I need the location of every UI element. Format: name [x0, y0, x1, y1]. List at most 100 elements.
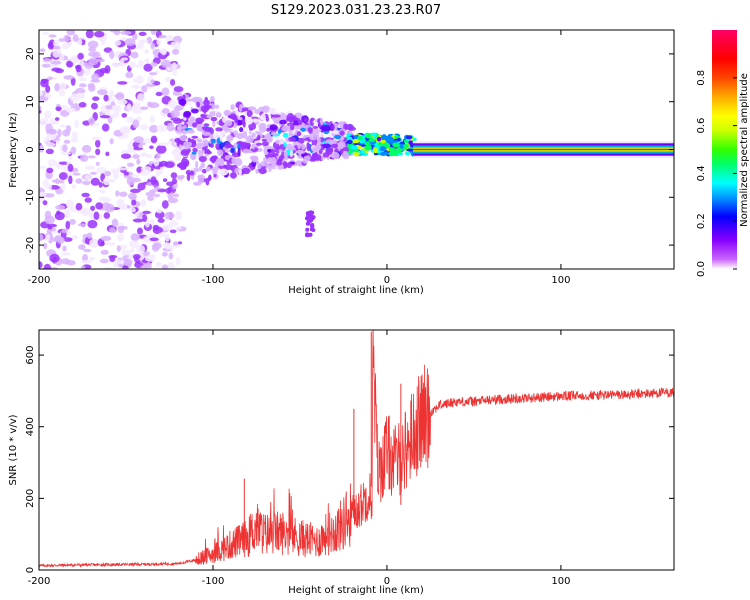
- spectrogram-cell: [84, 165, 96, 170]
- spectrogram-cell: [116, 99, 128, 105]
- spectrogram-cell: [132, 253, 141, 260]
- spectrogram-cell: [157, 188, 167, 193]
- spectrogram-cell: [169, 79, 176, 86]
- spectrogram-cell: [219, 168, 229, 176]
- spectrogram-cell: [92, 96, 100, 101]
- spectrogram-cell: [53, 39, 60, 48]
- spectrogram-cell: [289, 116, 296, 123]
- spectrogram-cell: [87, 155, 96, 159]
- spectrogram-cell: [129, 248, 136, 253]
- spectrogram-cell: [212, 170, 218, 175]
- spectrogram-cell: [193, 96, 203, 103]
- spectrogram-cell: [178, 98, 187, 106]
- spectrogram-cell: [58, 53, 64, 61]
- spectrogram-cell: [175, 156, 181, 161]
- spectrogram-cell: [136, 227, 143, 235]
- spectrogram-cell: [98, 181, 103, 188]
- spectrogram-cell: [119, 191, 128, 197]
- spectrogram-cell: [149, 124, 159, 133]
- spectrogram-cell: [173, 193, 179, 198]
- spectrogram-cell: [87, 40, 99, 49]
- spectrogram-cell: [174, 210, 183, 220]
- spectrogram-cell: [134, 212, 140, 217]
- spectrogram-cell: [84, 174, 91, 180]
- spectrogram-cell: [77, 209, 88, 214]
- chart-title: S129.2023.031.23.23.R07: [271, 3, 441, 18]
- spectrogram-cell: [135, 75, 144, 84]
- spectrogram-cell: [101, 123, 110, 132]
- spectrogram-cell: [47, 76, 53, 81]
- spectrogram-cell: [241, 167, 251, 175]
- spectrogram-cell: [150, 135, 158, 144]
- spectrogram-cell: [296, 149, 305, 154]
- spectrogram-cell: [138, 143, 143, 149]
- spectrogram-cell: [297, 119, 303, 125]
- snr-frame: [38, 329, 675, 571]
- spectrogram-cell: [198, 155, 207, 163]
- spectrogram-cell: [102, 197, 112, 203]
- spectrogram-cell: [95, 202, 103, 210]
- spectrogram-cell: [134, 64, 143, 68]
- spectrogram-cell: [149, 72, 158, 76]
- spectrogram-cell: [62, 245, 67, 252]
- spectrogram-cell: [39, 105, 42, 111]
- spectrogram-cell: [146, 36, 153, 44]
- spectrogram-cell: [333, 134, 342, 140]
- spectrogram-cell: [178, 144, 182, 150]
- spectrogram-cell: [55, 178, 60, 185]
- spectrogram-cell: [205, 177, 210, 186]
- spectrogram-cell: [209, 134, 214, 140]
- spectrogram-cell: [132, 177, 141, 183]
- spectrogram-cell: [132, 119, 140, 129]
- spectrogram-cell: [91, 102, 98, 110]
- spectrogram-cell: [149, 145, 154, 150]
- spectrogram-cell: [215, 127, 223, 132]
- spectrogram-cell: [290, 123, 295, 131]
- spectrogram-cell: [311, 228, 316, 233]
- spectrogram-cell: [149, 189, 157, 193]
- spectrogram-cell: [322, 143, 332, 149]
- spectrogram-cell: [164, 233, 170, 242]
- spectrogram-cell: [95, 161, 100, 166]
- spectrogram-cell: [256, 163, 262, 170]
- spectrogram-cell: [160, 166, 165, 171]
- spectrogram-cell: [103, 212, 111, 219]
- spectrogram-cell: [304, 137, 310, 142]
- spectrogram-cell: [393, 150, 399, 157]
- spectrogram-cell: [52, 49, 61, 58]
- spectrogram-cell: [61, 42, 70, 50]
- spectrogram-cell: [62, 144, 68, 153]
- spectrogram-band: [413, 148, 674, 151]
- spectrogram-cell: [151, 243, 160, 252]
- spectrogram-cell: [153, 157, 160, 167]
- spectrogram-cell: [46, 167, 54, 174]
- spectrogram-cell: [158, 34, 167, 39]
- spectrogram-cell: [145, 83, 156, 87]
- spectrogram-cell: [321, 124, 331, 132]
- spectrogram-cell: [71, 184, 77, 190]
- spectrogram-cell: [75, 64, 82, 73]
- spectrogram-marks: [39, 30, 674, 269]
- spectrogram-cell: [308, 128, 313, 134]
- spectrogram-cell: [187, 129, 195, 134]
- spectrogram-cell: [84, 62, 94, 69]
- spectrogram-cell: [116, 203, 128, 209]
- snr-xtick-label: 0: [384, 576, 390, 587]
- spectrogram-cell: [251, 156, 259, 163]
- spectrogram-cell: [65, 199, 74, 209]
- spectrogram-cell: [75, 178, 83, 184]
- spectrogram-cell: [42, 58, 52, 63]
- spectrogram-cell: [245, 116, 253, 125]
- spectrogram-cell: [77, 52, 84, 60]
- spectrogram-cell: [126, 116, 135, 124]
- spectrogram-cell: [100, 36, 106, 46]
- spectrogram-cell: [192, 147, 198, 153]
- spectrogram-cell: [49, 253, 60, 263]
- spectrogram-cell: [230, 129, 236, 133]
- spectrogram-cell: [117, 167, 128, 171]
- spectrogram-cell: [96, 89, 108, 96]
- spectrogram-cell: [313, 128, 322, 133]
- spectrogram-cell: [168, 220, 178, 227]
- spectrogram-cell: [287, 146, 296, 151]
